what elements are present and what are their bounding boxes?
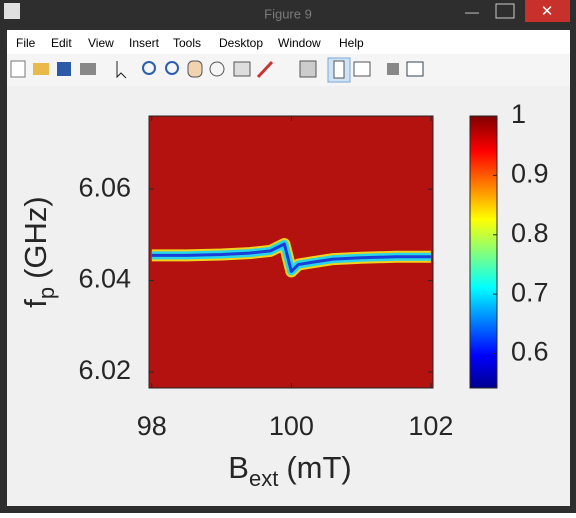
y-tick-label: 6.02 (78, 355, 131, 385)
x-tick-label: 100 (269, 411, 314, 441)
colorbar-tick-label: 0.9 (511, 159, 549, 189)
x-label-unit: (mT) (286, 450, 351, 485)
menu-bar (7, 30, 570, 54)
x-label-base: B (228, 450, 249, 485)
y-label-sub: p (34, 287, 59, 299)
toolbar (7, 54, 570, 86)
x-label-sub: ext (249, 466, 278, 491)
menu-item[interactable]: Edit (51, 36, 72, 50)
menu-item[interactable]: Desktop (219, 36, 263, 50)
menu-item[interactable]: File (16, 36, 36, 50)
close-button[interactable] (525, 0, 570, 22)
menu-item[interactable]: Insert (129, 36, 160, 50)
colorbar-tick-label: 0.6 (511, 337, 549, 367)
y-axis-label: fp (GHz) (18, 196, 59, 308)
menu-item[interactable]: Window (278, 36, 321, 50)
app-icon (4, 3, 20, 19)
colorbar-tick-label: 0.8 (511, 218, 549, 248)
minimize-button[interactable]: — (465, 4, 479, 20)
resonance-band (151, 242, 431, 273)
menu-item[interactable]: Help (339, 36, 364, 50)
colorbar (469, 115, 498, 389)
close-icon: ✕ (541, 3, 554, 20)
colorbar-tick-label: 0.7 (511, 277, 549, 307)
toolbar-icons (10, 57, 424, 83)
maximize-button[interactable] (495, 3, 515, 19)
colorbar-tick-label: 1 (511, 99, 526, 129)
y-tick-label: 6.06 (78, 172, 131, 202)
y-tick-label: 6.04 (78, 264, 131, 294)
y-label-base: f (18, 299, 53, 308)
x-tick-label: 102 (408, 411, 453, 441)
menu-item[interactable]: View (88, 36, 114, 50)
window-title: Figure 9 (264, 6, 312, 21)
menu-item[interactable]: Tools (173, 36, 201, 50)
x-tick-label: 98 (137, 411, 167, 441)
x-axis-label: Bext (mT) (228, 450, 351, 491)
y-label-unit: (GHz) (18, 196, 53, 279)
